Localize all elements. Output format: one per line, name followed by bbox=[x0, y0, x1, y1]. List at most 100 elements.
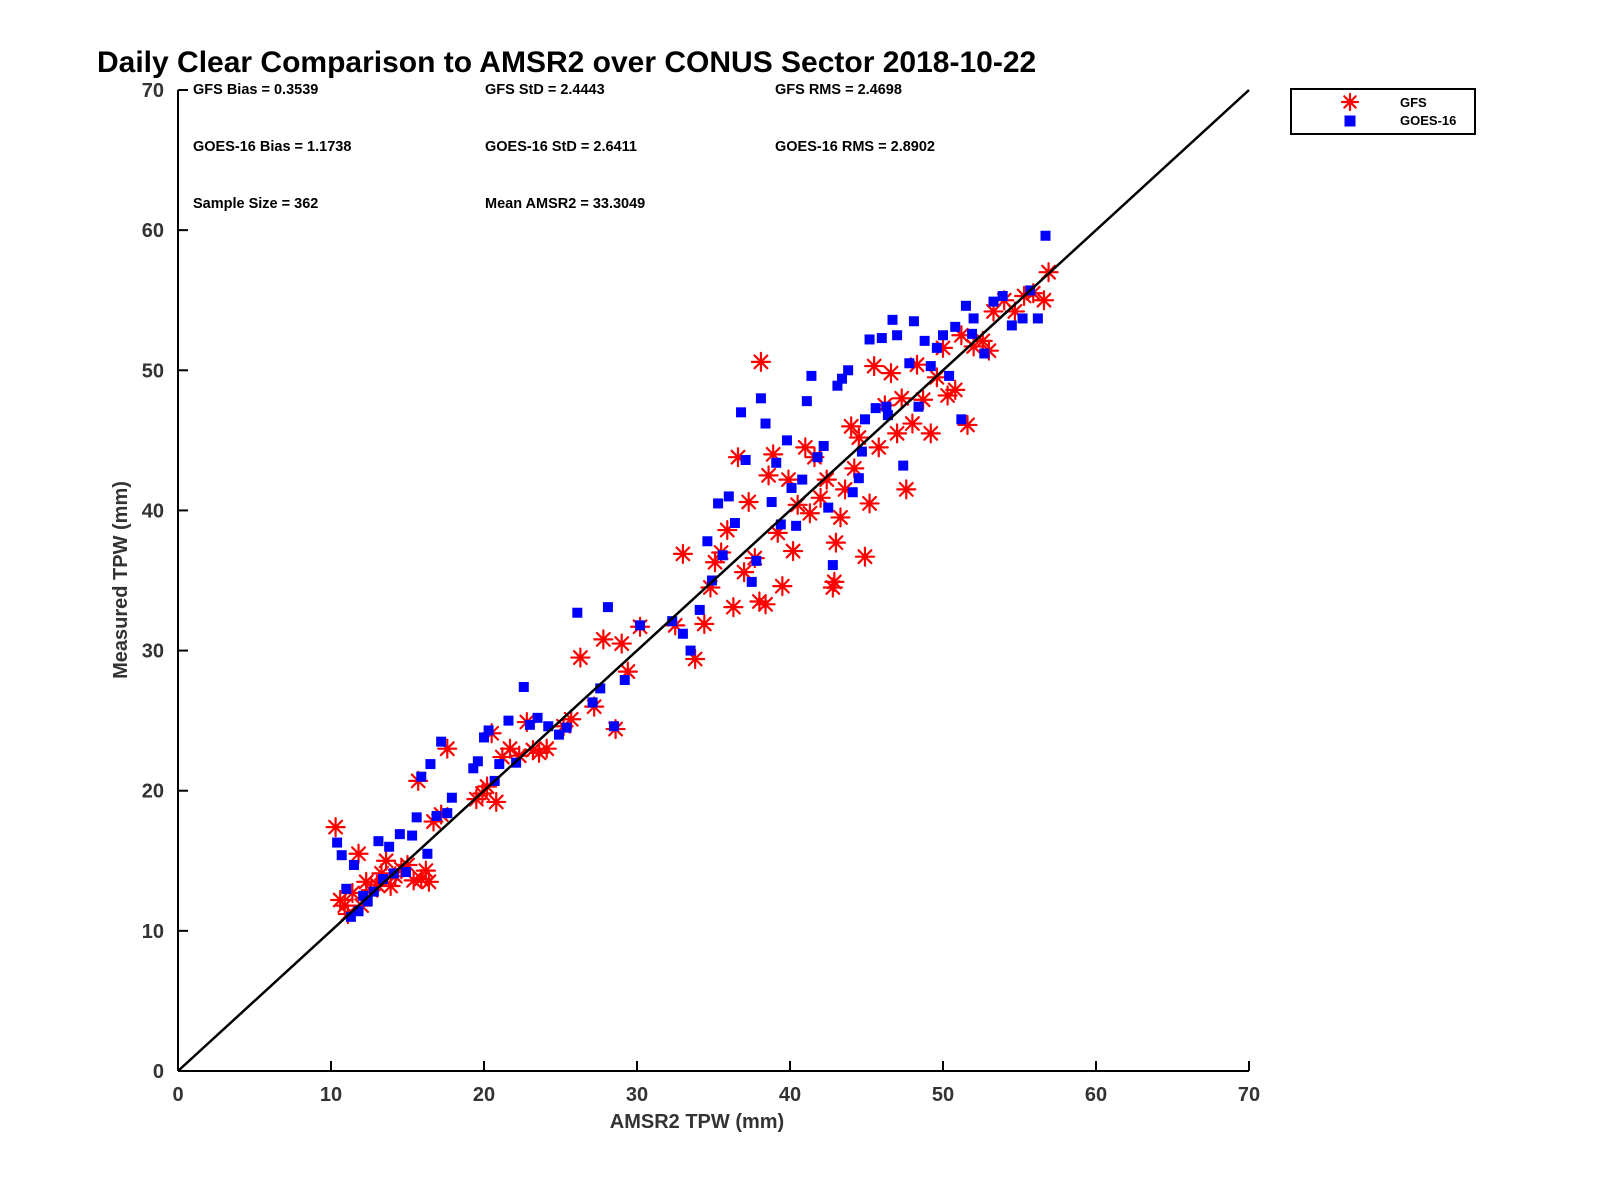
goes16-point bbox=[524, 719, 535, 730]
goes16-point bbox=[446, 792, 457, 803]
goes16-point bbox=[332, 837, 343, 848]
gfs-point bbox=[868, 437, 889, 458]
goes16-point bbox=[766, 497, 777, 508]
gfs-point bbox=[486, 791, 507, 813]
goes16-point bbox=[685, 645, 696, 656]
goes16-point bbox=[892, 330, 903, 341]
goes16-point bbox=[887, 314, 898, 325]
goes16-point bbox=[723, 491, 734, 502]
goes16-point bbox=[341, 883, 352, 894]
y-tick-label: 10 bbox=[142, 921, 164, 943]
stat-gfs-bias: GFS Bias = 0.3539 bbox=[193, 82, 318, 98]
goes16-point bbox=[740, 454, 751, 465]
goes16-point bbox=[843, 365, 854, 376]
goes16-point bbox=[786, 483, 797, 494]
goes16-point bbox=[950, 321, 961, 332]
gfs-point bbox=[859, 493, 880, 514]
gfs-point bbox=[782, 540, 804, 562]
goes16-point bbox=[1006, 320, 1017, 331]
goes16-point bbox=[997, 291, 1008, 302]
gfs-point bbox=[418, 871, 440, 892]
goes16-point bbox=[532, 712, 543, 723]
goes16-point bbox=[667, 616, 678, 627]
goes16-point bbox=[494, 759, 505, 770]
gfs-point bbox=[733, 561, 755, 583]
goes16-point bbox=[801, 396, 812, 407]
y-tick-label: 30 bbox=[142, 641, 164, 663]
goes16-point bbox=[967, 328, 978, 339]
goes16-point bbox=[736, 407, 747, 418]
gfs-point bbox=[799, 503, 820, 524]
stat-gfs-std: GFS StD = 2.4443 bbox=[485, 82, 605, 98]
goes16-point bbox=[729, 518, 740, 529]
gfs-point bbox=[886, 423, 908, 444]
goes16-point bbox=[602, 602, 613, 613]
goes16-point bbox=[797, 474, 808, 485]
goes16-point bbox=[913, 401, 924, 412]
goes16-point bbox=[864, 334, 875, 345]
goes16-point bbox=[609, 721, 620, 732]
gfs-point bbox=[920, 423, 941, 444]
legend-gfs-marker bbox=[1340, 92, 1360, 112]
goes16-point bbox=[353, 906, 364, 917]
goes16-point bbox=[572, 607, 583, 618]
goes16-point bbox=[760, 418, 771, 429]
goes16-point bbox=[837, 373, 848, 384]
gfs-point bbox=[593, 629, 614, 650]
stat-sample-size: Sample Size = 362 bbox=[193, 196, 318, 212]
x-tick-label: 10 bbox=[320, 1084, 342, 1106]
y-tick-label: 70 bbox=[142, 80, 164, 102]
goes16-point bbox=[336, 850, 347, 861]
gfs-point bbox=[758, 465, 779, 486]
goes16-point bbox=[771, 457, 782, 468]
gfs-point bbox=[844, 458, 865, 479]
gfs-point bbox=[848, 427, 869, 448]
legend-goes16-marker bbox=[1344, 115, 1356, 127]
x-tick-label: 60 bbox=[1085, 1084, 1107, 1106]
goes16-point bbox=[442, 808, 453, 819]
goes16-point bbox=[595, 683, 606, 694]
goes16-point bbox=[853, 473, 864, 484]
gfs-point bbox=[854, 546, 876, 567]
goes16-point bbox=[988, 296, 999, 307]
goes16-point bbox=[503, 715, 514, 726]
goes16-point bbox=[755, 393, 766, 404]
x-tick-label: 0 bbox=[172, 1084, 183, 1106]
gfs-point bbox=[772, 576, 793, 597]
goes16-point bbox=[919, 335, 930, 346]
goes16-point bbox=[898, 460, 909, 471]
goes16-point bbox=[431, 810, 442, 821]
goes16-point bbox=[856, 446, 867, 457]
gfs-point bbox=[816, 469, 837, 490]
goes16-point bbox=[823, 502, 834, 513]
stat-goes-rms: GOES-16 RMS = 2.8902 bbox=[775, 139, 935, 155]
goes16-point bbox=[694, 604, 705, 615]
goes16-point bbox=[479, 732, 489, 743]
goes16-point bbox=[806, 370, 817, 381]
goes16-point bbox=[362, 896, 373, 907]
goes16-point bbox=[518, 682, 529, 693]
gfs-point bbox=[723, 597, 744, 618]
goes16-point bbox=[702, 536, 713, 547]
x-tick-label: 40 bbox=[779, 1084, 801, 1106]
goes16-point bbox=[751, 555, 762, 566]
gfs-point bbox=[499, 738, 521, 759]
goes16-point bbox=[882, 410, 893, 421]
gfs-point bbox=[415, 860, 436, 881]
gfs-point bbox=[945, 379, 966, 401]
goes16-point bbox=[791, 520, 802, 531]
goes16-point bbox=[635, 620, 646, 631]
goes16-point bbox=[425, 759, 436, 770]
goes16-point bbox=[881, 401, 892, 412]
stat-gfs-rms: GFS RMS = 2.4698 bbox=[775, 82, 902, 98]
y-tick-label: 40 bbox=[142, 500, 164, 522]
gfs-point bbox=[570, 647, 591, 668]
goes16-point bbox=[373, 836, 384, 847]
gfs-point bbox=[864, 355, 885, 377]
goes16-point bbox=[400, 866, 411, 877]
series-goes-16 bbox=[332, 230, 1051, 922]
gfs-point bbox=[611, 633, 632, 654]
goes16-point bbox=[378, 874, 389, 885]
gfs-point bbox=[755, 594, 776, 615]
